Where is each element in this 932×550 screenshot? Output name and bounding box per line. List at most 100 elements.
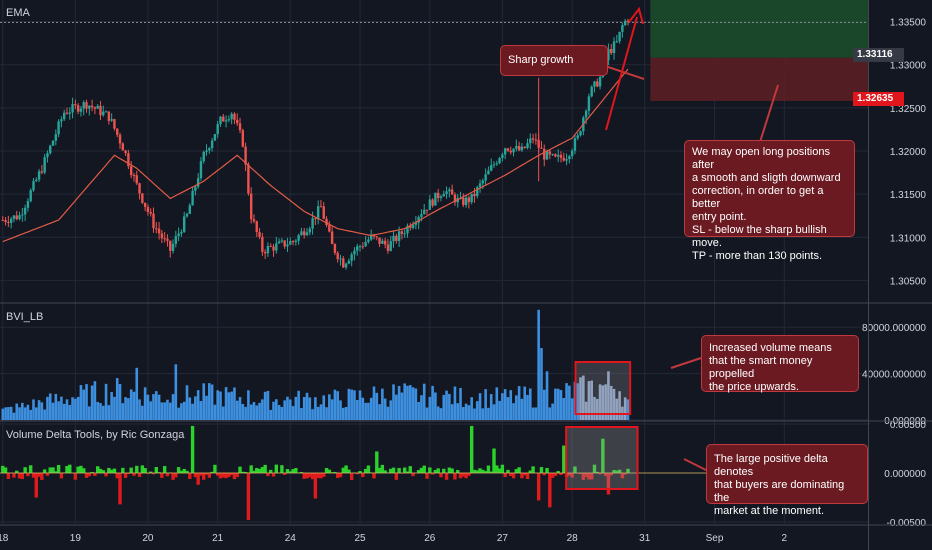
volume-bar xyxy=(604,384,607,420)
delta-bar xyxy=(15,470,19,473)
delta-bar xyxy=(56,464,61,473)
volume-bar xyxy=(157,394,161,420)
candle-body xyxy=(534,139,538,141)
volume-bar xyxy=(517,386,521,420)
candle-body xyxy=(280,240,284,242)
delta-bar xyxy=(402,467,407,473)
volume-bar xyxy=(361,397,365,420)
volume-bar xyxy=(57,401,60,420)
volume-bar xyxy=(576,383,580,420)
delta-bar xyxy=(308,473,312,478)
delta-bar xyxy=(612,470,616,473)
candle-body xyxy=(57,121,60,135)
volume-bar xyxy=(93,381,97,420)
delta-bar xyxy=(416,470,421,473)
y-tick-label: 1.32500 xyxy=(890,104,927,115)
volume-bar xyxy=(277,405,281,420)
delta-bar xyxy=(486,465,491,473)
delta-bar xyxy=(481,469,485,473)
candle-body xyxy=(74,104,77,106)
x-tick-label: 18 xyxy=(0,533,9,544)
delta-bar xyxy=(288,471,292,473)
candle-body xyxy=(129,166,133,176)
candle-body xyxy=(29,190,32,202)
delta-bar xyxy=(495,465,499,473)
delta-bar xyxy=(280,465,284,473)
candle-body xyxy=(35,179,38,182)
delta-bar xyxy=(322,473,326,477)
candle-body xyxy=(364,242,367,247)
volume-bar xyxy=(65,399,69,420)
volume-bar xyxy=(9,406,13,420)
delta-bar xyxy=(199,473,203,476)
candle-body xyxy=(623,20,627,26)
volume-bar xyxy=(322,395,326,420)
volume-bar xyxy=(194,396,197,420)
volume-bar xyxy=(448,393,451,420)
volume-bar xyxy=(247,390,250,420)
volume-pane-title: BVI_LB xyxy=(6,311,44,323)
volume-bar xyxy=(188,397,192,420)
volume-bar xyxy=(487,407,490,420)
candle-body xyxy=(529,138,532,144)
volume-bar xyxy=(238,397,242,420)
candle-body xyxy=(386,244,390,251)
volume-bar xyxy=(202,383,206,420)
volume-bar xyxy=(18,407,21,420)
candle-body xyxy=(46,153,49,158)
ema-line xyxy=(2,68,629,243)
y-tick-label: 0.00500 xyxy=(890,420,927,431)
delta-bar xyxy=(193,473,198,478)
stop-price-tag: 1.32635 xyxy=(853,92,904,106)
delta-bar xyxy=(478,468,482,473)
volume-bar xyxy=(62,403,66,420)
volume-bar xyxy=(85,384,88,420)
delta-bar xyxy=(45,473,50,476)
candle-body xyxy=(23,207,27,215)
volume-bar xyxy=(210,384,214,420)
candle-body xyxy=(336,252,339,260)
volume-bar xyxy=(113,396,116,420)
candle-body xyxy=(526,143,529,148)
delta-bar xyxy=(263,464,267,473)
delta-bar xyxy=(433,470,438,473)
delta-bar xyxy=(174,473,178,478)
volume-bar xyxy=(515,395,518,420)
delta-bar xyxy=(497,468,502,473)
candle-body xyxy=(470,193,473,203)
delta-bar xyxy=(241,471,245,473)
take-profit-zone xyxy=(650,0,868,58)
candle-body xyxy=(381,240,384,244)
delta-bar xyxy=(196,473,200,485)
candle-body xyxy=(249,193,253,220)
volume-bar xyxy=(392,384,395,420)
delta-bar xyxy=(500,464,505,473)
volume-bar xyxy=(269,409,273,420)
delta-bar xyxy=(615,470,619,473)
candle-body xyxy=(224,120,228,122)
candle-body xyxy=(269,245,272,247)
x-tick-label: 19 xyxy=(70,533,82,544)
delta-bar xyxy=(380,464,385,473)
candle-body xyxy=(174,236,178,244)
volume-bar xyxy=(562,397,566,420)
delta-bar xyxy=(82,468,86,473)
delta-bar xyxy=(439,473,443,478)
x-tick-label: 26 xyxy=(424,533,436,544)
volume-bar xyxy=(489,394,493,420)
volume-bar xyxy=(199,401,203,420)
candle-body xyxy=(593,81,596,87)
volume-bar xyxy=(185,385,189,420)
entry-price-tag: 1.33116 xyxy=(853,48,904,62)
candle-body xyxy=(523,146,526,148)
delta-bar xyxy=(559,473,563,476)
delta-bar xyxy=(37,473,41,477)
candle-body xyxy=(543,148,546,160)
volume-bar xyxy=(336,391,340,420)
delta-bar xyxy=(358,471,362,473)
x-tick-label: 2 xyxy=(781,533,787,544)
volume-bar xyxy=(615,398,619,420)
delta-bar xyxy=(79,465,83,473)
candle-body xyxy=(230,113,233,120)
candle-body xyxy=(548,151,552,155)
